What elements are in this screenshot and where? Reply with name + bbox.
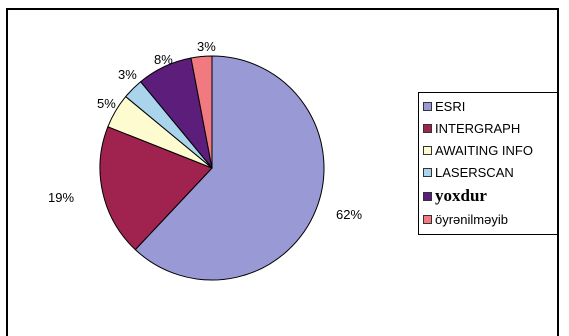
- legend-swatch: [423, 124, 432, 133]
- legend-label: öyrənilməyib: [435, 212, 508, 227]
- pie-slice-esri: [134, 55, 325, 281]
- slice-label-yoxdur: 8%: [154, 52, 173, 67]
- pie-slice-o-yr-nilm-yib: [190, 55, 213, 169]
- legend-swatch: [423, 191, 432, 201]
- legend-item-esri: ESRI: [423, 99, 465, 114]
- legend-label: INTERGRAPH: [435, 121, 521, 136]
- slice-label-laserscan: 3%: [118, 67, 137, 82]
- legend-item-intergraph: INTERGRAPH: [423, 121, 520, 136]
- slice-label-o-yr-nilm-yib: 3%: [197, 39, 216, 54]
- legend: ESRI INTERGRAPH AWAITING INFO LASERSCAN …: [418, 92, 558, 235]
- slice-label-intergraph: 19%: [48, 190, 74, 205]
- legend-swatch: [423, 215, 432, 224]
- legend-label: LASERSCAN: [435, 165, 514, 180]
- legend-item-yoxdur: yoxdur: [423, 186, 487, 206]
- legend-item-awaiting-info: AWAITING INFO: [423, 143, 533, 158]
- legend-label: AWAITING INFO: [435, 143, 533, 158]
- legend-label: ESRI: [435, 99, 466, 114]
- pie-slice-intergraph: [99, 126, 213, 251]
- legend-swatch: [423, 146, 432, 155]
- legend-item-laserscan: LASERSCAN: [423, 165, 514, 180]
- legend-item-oyrenilmeyib: öyrənilməyib: [423, 212, 508, 227]
- legend-swatch: [423, 168, 432, 177]
- slice-label-esri: 62%: [336, 207, 362, 222]
- legend-label: yoxdur: [435, 186, 487, 205]
- slice-label-awaiting-info: 5%: [97, 96, 116, 111]
- legend-swatch: [423, 102, 432, 111]
